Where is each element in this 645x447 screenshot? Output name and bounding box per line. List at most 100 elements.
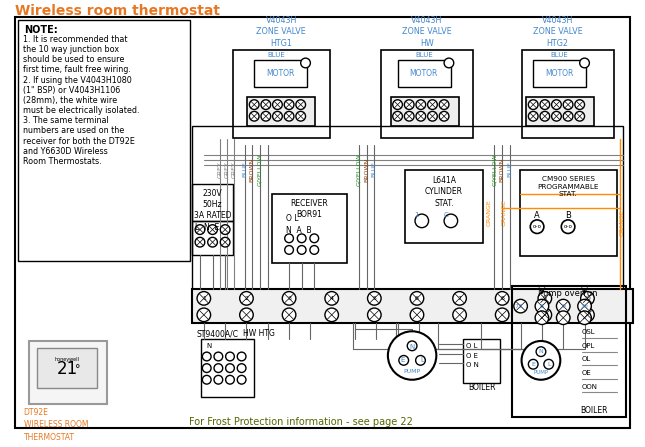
Text: O E: O E bbox=[466, 353, 479, 358]
Text: BLUE: BLUE bbox=[242, 161, 247, 177]
Circle shape bbox=[540, 100, 550, 110]
Circle shape bbox=[428, 100, 437, 110]
Text: BROWN: BROWN bbox=[364, 157, 369, 182]
Text: receiver for both the DT92E: receiver for both the DT92E bbox=[23, 137, 135, 146]
Bar bbox=[192, 221, 233, 255]
Text: 1. It is recommended that: 1. It is recommended that bbox=[23, 35, 127, 44]
Circle shape bbox=[535, 311, 549, 325]
Bar bbox=[512, 286, 626, 417]
Text: L641A
CYLINDER
STAT.: L641A CYLINDER STAT. bbox=[425, 176, 463, 207]
Text: L  N  E: L N E bbox=[195, 223, 219, 232]
Text: honeywell: honeywell bbox=[55, 357, 80, 362]
Circle shape bbox=[536, 347, 546, 357]
Text: OPL: OPL bbox=[582, 343, 595, 349]
Text: GREY: GREY bbox=[224, 161, 230, 178]
Circle shape bbox=[540, 111, 550, 121]
Text: the 10 way junction box: the 10 way junction box bbox=[23, 45, 119, 54]
Circle shape bbox=[297, 234, 306, 243]
Bar bbox=[192, 126, 623, 320]
Text: L: L bbox=[421, 357, 424, 363]
Circle shape bbox=[453, 291, 466, 305]
Text: DT92E
WIRELESS ROOM
THERMOSTAT: DT92E WIRELESS ROOM THERMOSTAT bbox=[24, 408, 88, 442]
Text: OON: OON bbox=[582, 384, 598, 389]
Text: For Frost Protection information - see page 22: For Frost Protection information - see p… bbox=[189, 417, 413, 427]
Text: 230V
50Hz
3A RATED: 230V 50Hz 3A RATED bbox=[194, 189, 232, 220]
Bar bbox=[391, 97, 459, 126]
Circle shape bbox=[273, 111, 283, 121]
Text: 9: 9 bbox=[543, 296, 547, 301]
Text: 10: 10 bbox=[580, 304, 588, 308]
Bar bbox=[405, 170, 483, 243]
Circle shape bbox=[393, 100, 402, 110]
Circle shape bbox=[551, 111, 561, 121]
Text: N: N bbox=[539, 349, 543, 354]
Circle shape bbox=[284, 245, 293, 254]
Circle shape bbox=[226, 364, 234, 372]
Circle shape bbox=[283, 291, 296, 305]
Circle shape bbox=[195, 237, 205, 247]
Text: CM900 SERIES
PROGRAMMABLE
STAT.: CM900 SERIES PROGRAMMABLE STAT. bbox=[537, 176, 599, 197]
Circle shape bbox=[388, 331, 436, 380]
Text: Wireless room thermostat: Wireless room thermostat bbox=[15, 4, 220, 17]
Circle shape bbox=[416, 111, 426, 121]
Text: B: B bbox=[565, 211, 571, 219]
Circle shape bbox=[557, 299, 570, 313]
Circle shape bbox=[439, 111, 449, 121]
Circle shape bbox=[495, 291, 509, 305]
Text: Pump overrun: Pump overrun bbox=[538, 289, 597, 298]
Text: 6: 6 bbox=[415, 296, 419, 301]
Circle shape bbox=[393, 111, 402, 121]
Text: (1" BSP) or V4043H1106: (1" BSP) or V4043H1106 bbox=[23, 86, 120, 95]
Circle shape bbox=[575, 111, 584, 121]
Bar bbox=[18, 21, 190, 261]
Circle shape bbox=[495, 308, 509, 322]
Circle shape bbox=[237, 352, 246, 361]
Circle shape bbox=[310, 245, 319, 254]
Circle shape bbox=[284, 111, 294, 121]
Circle shape bbox=[578, 311, 591, 325]
Text: C: C bbox=[444, 212, 448, 218]
Circle shape bbox=[444, 214, 458, 228]
Text: N: N bbox=[410, 344, 415, 350]
Text: Room Thermostats.: Room Thermostats. bbox=[23, 157, 101, 166]
Text: BLUE: BLUE bbox=[372, 161, 377, 177]
Text: ST9400A/C: ST9400A/C bbox=[196, 329, 238, 338]
Bar bbox=[248, 97, 315, 126]
Bar bbox=[37, 348, 97, 388]
Bar bbox=[272, 194, 347, 263]
Text: 1: 1 bbox=[415, 212, 419, 218]
Circle shape bbox=[580, 308, 594, 322]
Text: MOTOR: MOTOR bbox=[410, 69, 438, 78]
Text: 7: 7 bbox=[519, 304, 522, 308]
Text: BLUE: BLUE bbox=[508, 161, 512, 177]
Circle shape bbox=[453, 308, 466, 322]
Text: RECEIVER
BOR91: RECEIVER BOR91 bbox=[290, 198, 328, 219]
Circle shape bbox=[226, 352, 234, 361]
Text: 7: 7 bbox=[457, 296, 462, 301]
Text: OL: OL bbox=[582, 356, 591, 363]
Text: ORANGE: ORANGE bbox=[502, 200, 506, 227]
Text: BLUE: BLUE bbox=[551, 52, 568, 58]
Text: G/YELLOW: G/YELLOW bbox=[356, 153, 361, 186]
Circle shape bbox=[197, 308, 211, 322]
Text: 9: 9 bbox=[561, 304, 565, 308]
Text: L: L bbox=[547, 362, 550, 367]
Circle shape bbox=[544, 359, 553, 369]
Circle shape bbox=[310, 234, 319, 243]
Circle shape bbox=[528, 111, 538, 121]
Circle shape bbox=[535, 299, 549, 313]
Circle shape bbox=[208, 225, 217, 234]
Text: 3. The same terminal: 3. The same terminal bbox=[23, 116, 108, 125]
Circle shape bbox=[410, 308, 424, 322]
Bar bbox=[254, 60, 308, 87]
Circle shape bbox=[522, 341, 561, 380]
Bar bbox=[533, 60, 586, 87]
Text: BROWN: BROWN bbox=[500, 157, 504, 182]
Text: 8: 8 bbox=[540, 304, 544, 308]
Text: MOTOR: MOTOR bbox=[545, 69, 573, 78]
Text: 8: 8 bbox=[501, 296, 504, 301]
Bar bbox=[464, 339, 501, 383]
Circle shape bbox=[528, 359, 538, 369]
Bar bbox=[233, 51, 330, 138]
Text: O L: O L bbox=[286, 215, 299, 224]
